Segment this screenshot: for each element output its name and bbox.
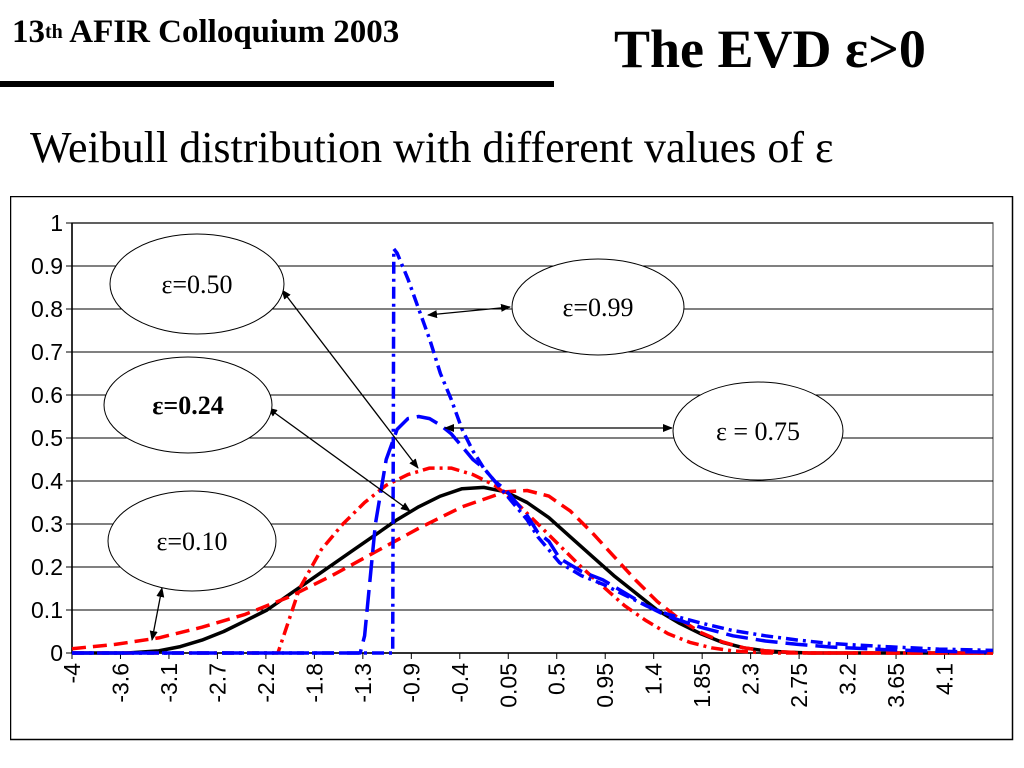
annotation-label-3: ε=0.24	[152, 391, 223, 420]
x-tick-label: 1.85	[689, 663, 715, 708]
annotation-ellipse-1	[109, 233, 285, 335]
conference-suffix: th	[45, 21, 63, 43]
x-tick-label: -4	[59, 663, 85, 684]
annotation-arrow-3	[267, 407, 411, 512]
y-tick-label: 0.1	[31, 597, 63, 623]
x-tick-label: -2.7	[204, 663, 230, 703]
x-tick-label: 2.3	[738, 663, 764, 695]
conference-title: 13th AFIR Colloquium 2003	[12, 14, 399, 51]
x-tick-label: -3.6	[107, 663, 133, 703]
series-line-2	[71, 488, 993, 655]
annotation-ellipse-4	[672, 381, 844, 481]
annotation-arrow-5	[149, 587, 165, 641]
annotation-label-5: ε=0.10	[156, 527, 227, 556]
x-tick-label: 3.65	[883, 663, 909, 708]
annotation-label-1: ε=0.50	[161, 270, 232, 299]
y-tick-label: 0.6	[31, 382, 63, 408]
conference-name: AFIR Colloquium 2003	[69, 14, 400, 50]
y-tick-label: 0	[50, 640, 63, 666]
x-tick-label: -1.8	[301, 663, 327, 703]
annotation-ellipse-2	[511, 258, 685, 356]
x-tick-label: 0.95	[592, 663, 618, 708]
x-tick-label: -0.4	[447, 663, 473, 703]
annotation-ellipse-5	[107, 490, 277, 592]
x-tick-label: 0.5	[544, 663, 570, 695]
x-tick-label: -1.3	[350, 663, 376, 703]
y-tick-label: 0.8	[31, 296, 63, 322]
x-tick-label: -3.1	[156, 663, 182, 703]
x-tick-label: 0.05	[495, 663, 521, 708]
annotation-label-2: ε=0.99	[562, 293, 633, 322]
x-tick-label: -0.9	[398, 663, 424, 703]
header-divider	[0, 81, 554, 87]
x-tick-label: 2.75	[786, 663, 812, 708]
annotation-arrow-2	[427, 303, 511, 319]
x-tick-label: 3.2	[835, 663, 861, 695]
conference-number: 13	[12, 14, 45, 50]
y-tick-label: 0.3	[31, 511, 63, 537]
annotation-ellipse-3	[103, 356, 273, 454]
y-tick-label: 1	[50, 210, 63, 236]
slide-subtitle: Weibull distribution with different valu…	[30, 123, 834, 172]
slide-title: The EVD ε>0	[614, 19, 926, 79]
x-tick-label: 4.1	[932, 663, 958, 695]
y-tick-label: 0.4	[31, 468, 63, 494]
y-tick-label: 0.5	[31, 425, 63, 451]
x-tick-label: 1.4	[641, 663, 667, 695]
weibull-chart: 00.10.20.30.40.50.60.70.80.91-4 -3.6 -3.1-…	[10, 196, 1014, 741]
y-tick-label: 0.7	[31, 339, 63, 365]
y-tick-label: 0.2	[31, 554, 63, 580]
annotation-label-4: ε = 0.75	[716, 417, 800, 446]
y-tick-label: 0.9	[31, 253, 63, 279]
x-tick-label: -2.2	[253, 663, 279, 703]
